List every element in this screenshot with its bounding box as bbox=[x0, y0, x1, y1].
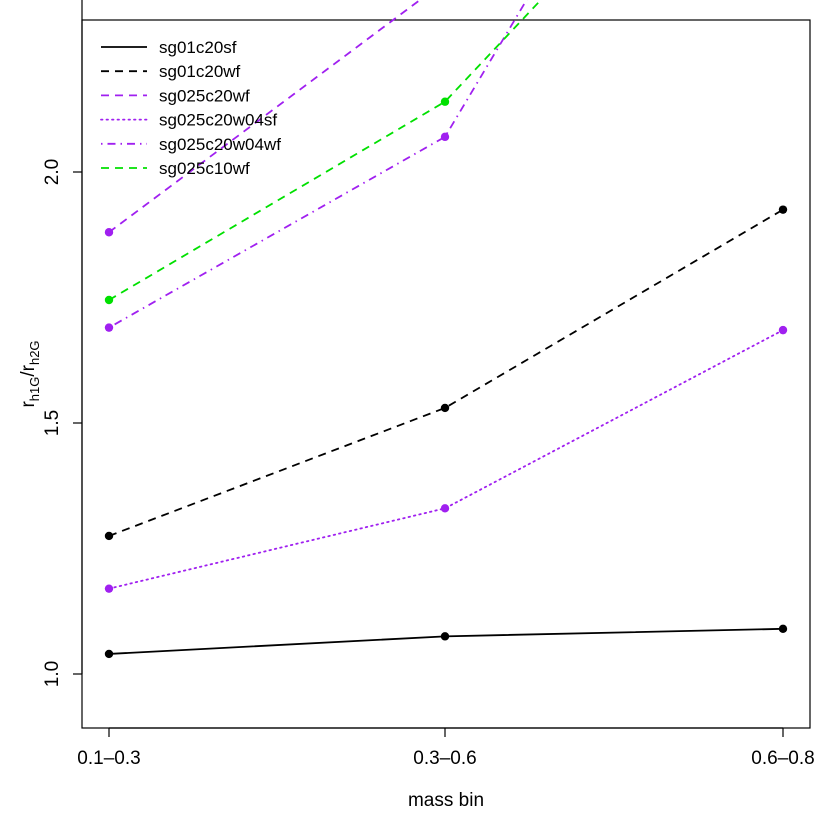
data-point-sg01c20sf bbox=[104, 649, 114, 659]
y-tick-label: 2.0 bbox=[42, 159, 63, 185]
y-tick-label: 1.5 bbox=[42, 410, 63, 436]
x-axis-title: mass bin bbox=[408, 790, 484, 811]
series-layer bbox=[104, 0, 788, 659]
data-point-sg025c20w04sf bbox=[440, 504, 450, 513]
y-axis-title-sub1: h1G bbox=[27, 377, 42, 402]
data-point-sg01c20sf bbox=[440, 632, 450, 641]
y-axis-title: rh1G/rh2G bbox=[18, 340, 42, 407]
legend-label: sg01c20wf bbox=[159, 62, 241, 81]
series-line-sg025c20w04wf bbox=[108, 0, 528, 329]
data-point-sg025c10wf bbox=[440, 97, 450, 106]
data-point-sg01c20sf bbox=[778, 624, 788, 634]
data-point-sg025c20w04sf bbox=[104, 584, 114, 593]
data-point-sg01c20wf bbox=[104, 531, 114, 541]
legend: sg01c20sf sg01c20wf sg025c20wf sg025c20w04s… bbox=[100, 38, 281, 178]
series-line-sg01c20wf bbox=[108, 208, 784, 537]
legend-label: sg025c20w04sf bbox=[159, 111, 277, 130]
x-tick-label: 0.6–0.8 bbox=[751, 748, 814, 769]
legend-label: sg025c20wf bbox=[159, 86, 250, 105]
series-line-sg025c10wf bbox=[108, 0, 543, 301]
y-axis-title-main: r bbox=[18, 401, 39, 408]
data-point-sg025c20w04sf bbox=[778, 325, 788, 335]
legend-label: sg025c20w04wf bbox=[159, 135, 281, 154]
data-point-sg025c10wf bbox=[104, 295, 114, 305]
y-axis-title-sub2: h2G bbox=[27, 340, 42, 365]
data-point-sg025c20wf bbox=[104, 228, 114, 237]
x-tick-label: 0.1–0.3 bbox=[77, 748, 140, 769]
y-tick-label: 1.0 bbox=[42, 661, 63, 687]
x-tick-label: 0.3–0.6 bbox=[413, 748, 476, 769]
data-point-sg025c20w04wf bbox=[104, 323, 114, 332]
axes-layer: 0.1–0.30.3–0.60.6–0.81.01.52.02.53.03.5 bbox=[42, 0, 815, 769]
legend-label: sg025c10wf bbox=[159, 159, 250, 178]
data-point-sg01c20wf bbox=[778, 205, 788, 214]
y-axis-title-sep: /r bbox=[18, 364, 39, 376]
data-point-sg01c20wf bbox=[440, 403, 450, 413]
data-point-sg025c20w04wf bbox=[440, 132, 450, 142]
legend-label: sg01c20sf bbox=[159, 38, 237, 57]
series-line-sg025c20w04sf bbox=[108, 329, 784, 590]
